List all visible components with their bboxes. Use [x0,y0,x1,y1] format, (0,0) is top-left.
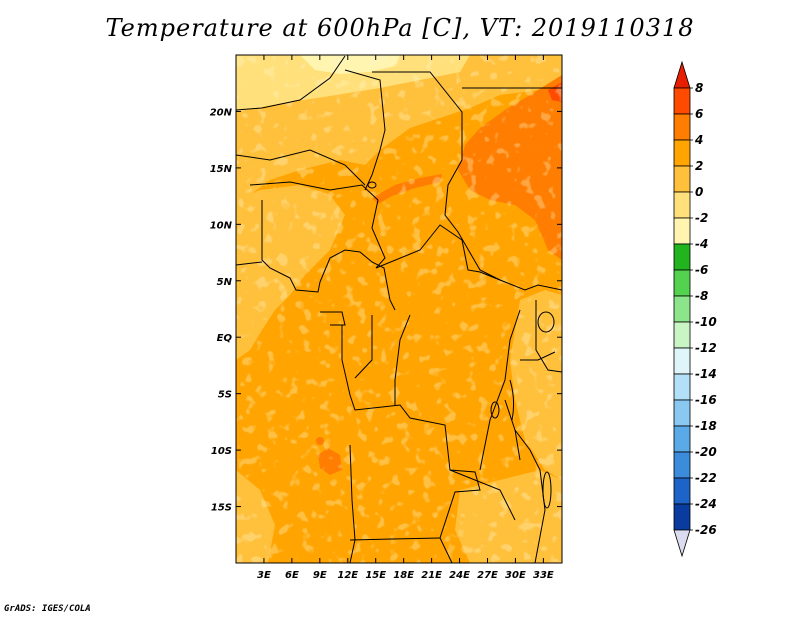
lat-tick-label: 15N [210,164,233,175]
colorbar-label: 8 [695,81,703,95]
colorbar-swatch [673,503,691,531]
colorbar-swatch [673,217,691,245]
lon-tick-label: 18E [393,570,414,581]
lon-tick-label: 24E [449,570,470,581]
lon-tick-label: 30E [505,570,526,581]
colorbar-label: -16 [695,393,717,407]
colorbar-swatch [673,321,691,349]
colorbar-label: -12 [695,341,717,355]
latitude-axis: 20N 15N 10N 5N EQ 5S 10S 15S [210,107,562,514]
colorbar-swatch [673,243,691,271]
chart-title: Temperature at 600hPa [C], VT: 201911031… [105,14,695,42]
colorbar-label: -2 [695,211,708,225]
colorbar-swatch [673,165,691,193]
colorbar-swatch [673,295,691,323]
lon-tick-label: 15E [365,570,386,581]
lat-tick-label: EQ [217,333,233,344]
colorbar-label: 6 [695,107,703,121]
colorbar-swatch [673,451,691,479]
lon-tick-label: 3E [257,570,271,581]
lon-tick-label: 12E [337,570,358,581]
longitude-axis: 3E 6E 9E 12E 15E 18E 21E 24E 27E 30E 33E [257,55,554,581]
temperature-field [236,55,562,563]
colorbar-swatch [673,399,691,427]
colorbar-arrow-bottom [673,529,691,558]
lon-tick-label: 9E [313,570,327,581]
colorbar-swatch [673,477,691,505]
lakes [367,181,555,509]
colorbar-label: 0 [695,185,703,199]
map-frame [235,54,563,564]
colorbar-label: 4 [694,133,703,147]
colorbar-label: -20 [695,445,717,459]
colorbar-swatch [673,113,691,141]
colorbar-arrow-top [673,60,691,89]
colorbar-label: -4 [695,237,708,251]
field-texture [236,55,562,563]
lat-tick-label: 5S [218,390,232,401]
colorbar-swatch [673,373,691,401]
colorbar-swatch [673,139,691,167]
colorbar-label: -26 [695,523,717,537]
colorbar-swatch [673,269,691,297]
lon-tick-label: 33E [533,570,554,581]
lat-tick-label: 10S [211,446,232,457]
colorbar-label: -22 [695,471,717,485]
lat-tick-label: 20N [210,107,233,118]
colorbar-label: -24 [695,497,717,511]
grads-credit: GrADS: IGES/COLA [4,604,91,614]
colorbar-label: -8 [695,289,708,303]
colorbar-label: -18 [695,419,717,433]
lon-tick-label: 21E [421,570,442,581]
lat-tick-label: 5N [217,277,233,288]
colorbar: 8 6 4 2 0 -2 -4 -6 -8 -10 -12 -14 -16 -18 -20 -22 -24 -26 [673,60,717,558]
colorbar-label: 2 [695,159,703,173]
country-borders [236,55,562,563]
colorbar-swatch [673,425,691,453]
lat-tick-label: 15S [211,503,232,514]
colorbar-label: -6 [695,263,708,277]
lon-tick-label: 27E [477,570,498,581]
colorbar-swatch [673,191,691,219]
lat-tick-label: 10N [210,220,233,231]
colorbar-swatch [673,347,691,375]
colorbar-label: -10 [695,315,717,329]
colorbar-swatch [673,87,691,115]
lon-tick-label: 6E [285,570,299,581]
colorbar-label: -14 [695,367,717,381]
